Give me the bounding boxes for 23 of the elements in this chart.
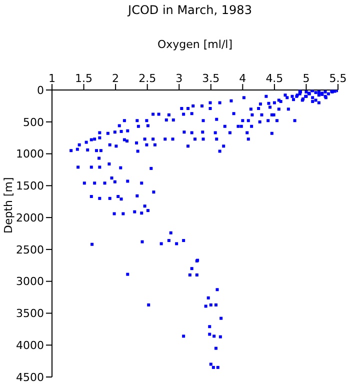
chart-title: JCOD in March, 1983	[126, 3, 253, 17]
y-axis-title: Depth [m]	[2, 177, 15, 234]
y-tick-label: 500	[23, 116, 44, 129]
x-tick-label: 3.5	[202, 72, 220, 85]
y-tick-label: 2000	[16, 211, 44, 224]
y-tick-label: 1500	[16, 180, 44, 193]
x-tick-label: 1	[48, 72, 56, 85]
x-axis-title: Oxygen [ml/l]	[157, 38, 233, 51]
y-tick-label: 0	[37, 84, 44, 97]
y-tick-label: 4000	[16, 339, 44, 352]
y-tick-label: 4500	[16, 370, 44, 384]
x-tick-label: 4	[239, 72, 246, 85]
x-tick-label: 2.5	[138, 72, 156, 85]
y-tick-label: 2500	[16, 243, 44, 256]
y-tick-label: 3500	[16, 307, 44, 320]
x-tick-label: 5	[302, 72, 310, 85]
x-tick-label: 4.5	[266, 72, 284, 85]
x-tick-label: 3	[176, 72, 183, 85]
x-tick-label: 2	[112, 72, 120, 85]
x-tick-label: 1.5	[75, 72, 93, 85]
y-tick-label: 3000	[16, 275, 44, 288]
x-tick-label: 5.5	[329, 72, 347, 85]
y-tick-label: 1000	[16, 148, 44, 161]
